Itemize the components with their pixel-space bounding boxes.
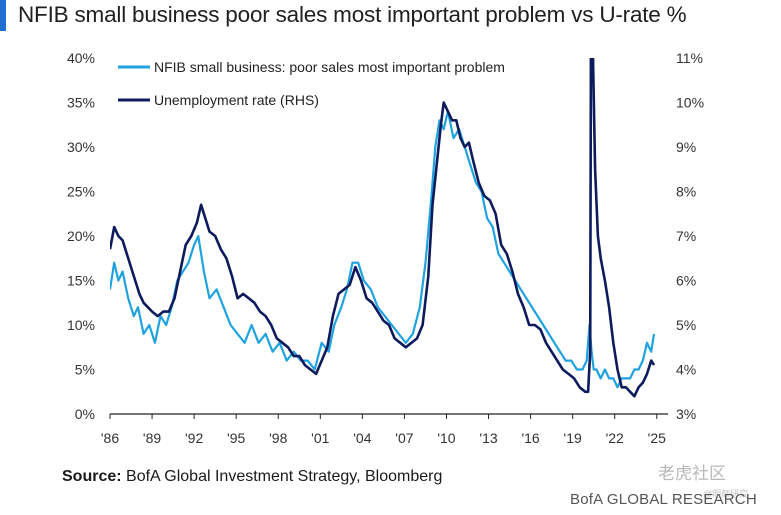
left-tick-label: 40%	[67, 50, 95, 66]
x-tick-label: '13	[479, 430, 497, 446]
x-tick-label: '25	[648, 430, 666, 446]
x-tick-label: '22	[606, 430, 624, 446]
right-tick-label: 7%	[676, 228, 696, 244]
x-tick-label: '07	[395, 430, 413, 446]
chart-area: 0% 5% 10% 15% 20% 25% 30% 35% 40% 3% 4% 5% 6% 7% 8% 9%…	[67, 50, 704, 446]
x-tick-label: '86	[101, 430, 119, 446]
left-tick-label: 20%	[67, 228, 95, 244]
watermark-logo: 老虎社区	[658, 464, 726, 483]
legend-label-nfib: NFIB small business: poor sales most imp…	[154, 59, 505, 75]
left-axis-ticks: 0% 5% 10% 15% 20% 25% 30% 35% 40%	[67, 50, 95, 422]
left-tick-label: 35%	[67, 95, 95, 111]
brand-footer: BofA GLOBAL RESEARCH	[570, 491, 757, 508]
right-tick-label: 6%	[676, 273, 696, 289]
left-tick-label: 25%	[67, 184, 95, 200]
left-tick-label: 15%	[67, 273, 95, 289]
series-line-nfib-poor-sales	[110, 110, 656, 389]
x-tick-label: '04	[353, 430, 371, 446]
watermark-handle: @明颜研究	[703, 489, 749, 499]
source-note: Source: BofA Global Investment Strategy,…	[62, 468, 442, 486]
source-label: Source:	[62, 468, 122, 485]
right-tick-label: 3%	[676, 406, 696, 422]
right-tick-label: 4%	[676, 362, 696, 378]
left-tick-label: 0%	[75, 406, 95, 422]
right-tick-label: 5%	[676, 317, 696, 333]
x-tick-label: '98	[269, 430, 287, 446]
x-tick-label: '89	[143, 430, 161, 446]
left-tick-label: 5%	[75, 362, 95, 378]
chart-title: NFIB small business poor sales most impo…	[18, 2, 687, 27]
left-tick-label: 30%	[67, 139, 95, 155]
x-tick-label: '16	[521, 430, 539, 446]
title-accent-bar	[0, 0, 6, 31]
x-tick-label: '92	[185, 430, 203, 446]
x-tick-label: '01	[311, 430, 329, 446]
x-tick-label: '19	[564, 430, 582, 446]
x-tick-label: '95	[227, 430, 245, 446]
right-tick-label: 9%	[676, 139, 696, 155]
legend: NFIB small business: poor sales most imp…	[118, 59, 505, 108]
right-tick-label: 10%	[676, 95, 704, 111]
left-tick-label: 10%	[67, 317, 95, 333]
x-axis-ticks: '86 '89 '92 '95 '98 '01 '04 '07 '10 '13 '16 '19 '22 '…	[101, 414, 666, 446]
right-axis-ticks: 3% 4% 5% 6% 7% 8% 9% 10% 11%	[676, 50, 704, 422]
right-tick-label: 8%	[676, 184, 696, 200]
x-tick-label: '10	[437, 430, 455, 446]
legend-label-unemployment: Unemployment rate (RHS)	[154, 92, 319, 108]
source-text: BofA Global Investment Strategy, Bloombe…	[126, 468, 443, 485]
right-tick-label: 11%	[676, 50, 703, 66]
series-line-unemployment-rate	[110, 58, 656, 398]
